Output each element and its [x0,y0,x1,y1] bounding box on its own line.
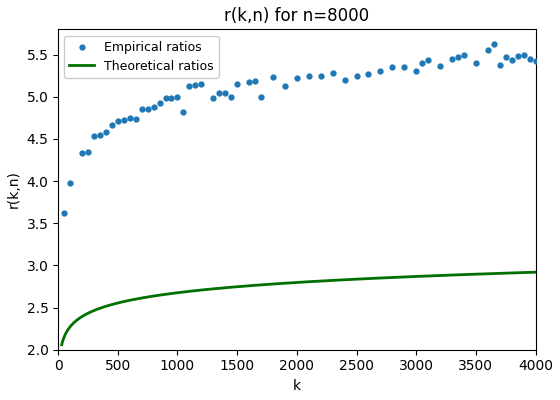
Empirical ratios [400,64,409,70]
Empirical ratios [227,94,236,100]
Empirical ratios [459,51,468,58]
Empirical ratios [209,95,218,102]
Theoretical ratios [267,282,274,286]
Empirical ratios [525,56,534,62]
Empirical ratios [77,150,86,156]
Empirical ratios [316,72,325,79]
Empirical ratios [268,73,277,80]
Empirical ratios [185,82,194,89]
Empirical ratios [137,105,146,112]
Empirical ratios [281,82,290,89]
Empirical ratios [340,77,349,83]
Theoretical ratios [107,303,114,308]
Empirical ratios [214,89,223,96]
Empirical ratios [256,94,265,100]
Empirical ratios [149,104,158,110]
Empirical ratios [179,109,188,115]
Empirical ratios [376,68,385,75]
Empirical ratios [221,89,230,96]
Empirical ratios [495,62,504,68]
Empirical ratios [125,115,134,121]
Line: Theoretical ratios: Theoretical ratios [62,272,535,345]
Empirical ratios [424,57,433,64]
Empirical ratios [155,100,164,106]
Empirical ratios [304,72,313,79]
Empirical ratios [143,105,152,112]
Empirical ratios [161,95,170,102]
Y-axis label: r(k,n): r(k,n) [7,170,21,208]
Empirical ratios [66,180,74,186]
Empirical ratios [352,72,361,79]
Title: r(k,n) for n=8000: r(k,n) for n=8000 [224,7,370,25]
Empirical ratios [108,121,116,128]
Empirical ratios [489,41,498,48]
Empirical ratios [101,129,110,135]
Empirical ratios [513,53,522,60]
Empirical ratios [167,95,176,102]
Empirical ratios [472,60,480,66]
Empirical ratios [412,68,421,75]
Empirical ratios [436,62,445,69]
Empirical ratios [328,70,337,76]
X-axis label: k: k [293,379,301,393]
Theoretical ratios [58,342,65,347]
Empirical ratios [364,71,373,77]
Empirical ratios [245,79,254,86]
Theoretical ratios [384,275,390,280]
Empirical ratios [191,82,200,88]
Empirical ratios [95,132,104,138]
Empirical ratios [131,116,140,122]
Empirical ratios [250,78,259,84]
Empirical ratios [501,54,510,60]
Empirical ratios [59,210,68,216]
Theoretical ratios [532,270,539,274]
Empirical ratios [531,58,540,64]
Legend: Empirical ratios, Theoretical ratios: Empirical ratios, Theoretical ratios [64,36,219,78]
Empirical ratios [119,116,128,123]
Empirical ratios [418,60,427,66]
Empirical ratios [507,56,516,63]
Empirical ratios [388,64,397,70]
Empirical ratios [483,47,492,54]
Empirical ratios [447,56,456,62]
Empirical ratios [292,75,301,81]
Empirical ratios [113,118,122,124]
Empirical ratios [519,51,528,58]
Empirical ratios [83,148,92,155]
Theoretical ratios [250,283,256,288]
Empirical ratios [454,54,463,60]
Empirical ratios [90,132,99,139]
Empirical ratios [173,94,182,100]
Empirical ratios [197,81,206,87]
Empirical ratios [232,81,241,87]
Theoretical ratios [428,274,435,278]
Theoretical ratios [436,273,443,278]
